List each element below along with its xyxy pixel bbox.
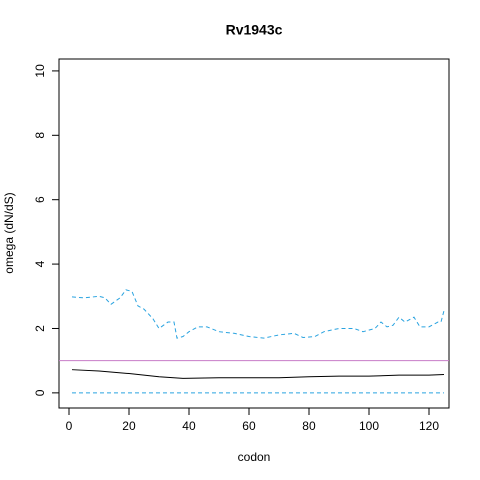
y-axis-label: omega (dN/dS)	[2, 192, 16, 273]
x-tick-label: 20	[122, 419, 136, 433]
plot-box	[58, 58, 450, 409]
x-tick-label: 60	[242, 419, 256, 433]
chart-title: Rv1943c	[226, 22, 283, 38]
y-tick-label: 4	[33, 260, 47, 267]
x-tick-label: 0	[66, 419, 73, 433]
x-tick-label: 80	[302, 419, 316, 433]
series-line	[71, 369, 445, 379]
x-tick-label: 120	[419, 419, 439, 433]
y-tick-label: 6	[33, 196, 47, 203]
y-tick-label: 8	[33, 132, 47, 139]
x-axis-label: codon	[238, 450, 271, 464]
series-line	[71, 289, 445, 339]
x-tick-label: 100	[359, 419, 379, 433]
y-tick-label: 10	[33, 64, 47, 78]
y-tick-label: 0	[33, 389, 47, 396]
x-tick-label: 40	[182, 419, 196, 433]
y-tick-label: 2	[33, 325, 47, 332]
